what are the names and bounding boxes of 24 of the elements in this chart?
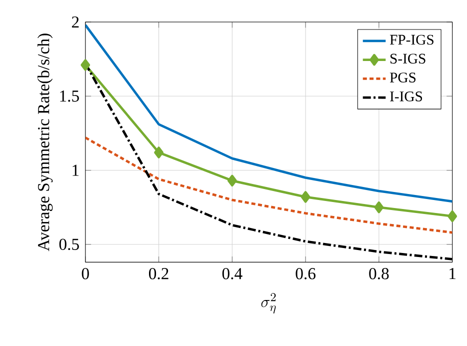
legend-label: I-IGS (390, 91, 422, 102)
y-tick-label: 0.5 (59, 238, 79, 250)
y-tick-label: 1.5 (60, 90, 79, 102)
line-series (85, 136, 452, 234)
x-tick-label: 0.4 (222, 268, 242, 280)
x-tick-label: 0.2 (148, 268, 168, 280)
line-series (85, 24, 452, 202)
point (374, 201, 384, 214)
legend-label: PGS (390, 72, 416, 82)
y-tick-label: 1 (72, 164, 79, 176)
x-tick-label: 0.6 (296, 268, 316, 280)
point (227, 174, 237, 186)
y-tick-label: 2 (72, 16, 79, 28)
point (300, 190, 310, 203)
x-tick-label: 0.8 (369, 268, 389, 280)
legend-label: S-IGS (390, 54, 426, 64)
point (154, 146, 164, 158)
point (80, 59, 90, 71)
x-tick-label: 1 (450, 268, 456, 279)
x-tick-label: 0 (82, 268, 89, 280)
y-axis-title: Average Symmetric Rate(b/s/ch) (38, 34, 53, 251)
point (448, 210, 458, 222)
legend-label: FP-IGS (390, 34, 434, 45)
x-axis-title: $\sigma_\eta^2$ (261, 293, 276, 314)
